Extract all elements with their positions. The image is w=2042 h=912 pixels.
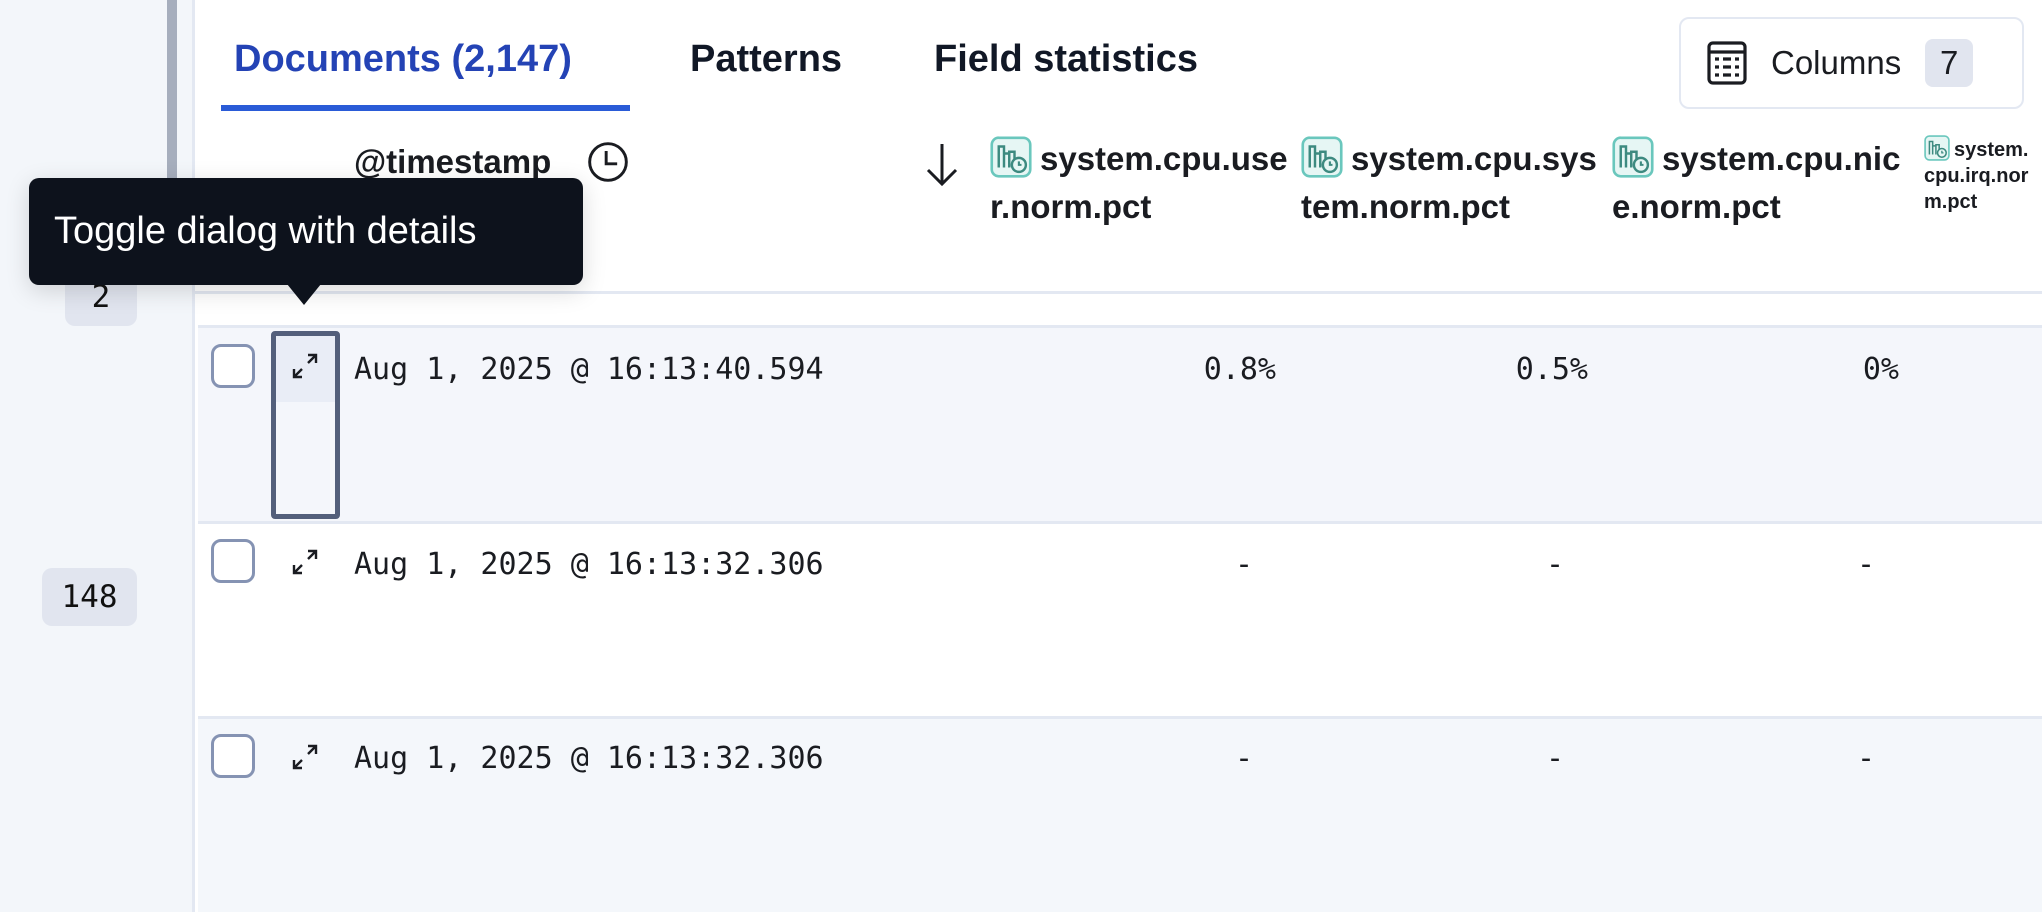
row-select-checkbox[interactable] — [211, 734, 255, 778]
columns-label: Columns — [1771, 44, 1902, 81]
table-row[interactable] — [198, 325, 2042, 521]
count-badge: 148 — [42, 568, 137, 626]
table-icon — [1703, 39, 1751, 87]
column-header-system-norm-pct[interactable]: system.cpu.system.norm.pct — [1301, 135, 1601, 231]
column-header-nice-norm-pct[interactable]: system.cpu.nice.norm.pct — [1612, 135, 1912, 231]
sort-arrow-down-icon[interactable] — [922, 140, 962, 193]
number-field-icon — [990, 136, 1032, 178]
tooltip: Toggle dialog with details — [29, 178, 583, 285]
active-tab-indicator — [221, 105, 630, 111]
timestamp-header-label: @timestamp — [354, 143, 552, 180]
row-select-checkbox[interactable] — [211, 539, 255, 583]
timestamp-cell: Aug 1, 2025 @ 16:13:40.594 — [354, 352, 824, 387]
cell-nice-norm-pct: 0% — [1862, 352, 1899, 387]
expand-icon[interactable] — [289, 546, 321, 583]
column-header-label: system.cpu.user.norm.pct — [990, 140, 1288, 225]
clock-icon — [586, 140, 630, 189]
number-field-icon — [1924, 135, 1950, 161]
cell-user-norm-pct: - — [1234, 547, 1254, 582]
tooltip-arrow — [287, 284, 321, 305]
number-field-icon — [1301, 136, 1343, 178]
cell-system-norm-pct: 0.5% — [1515, 352, 1588, 387]
columns-button[interactable]: Columns 7 — [1679, 17, 2024, 109]
cell-user-norm-pct: 0.8% — [1203, 352, 1276, 387]
header-divider — [195, 291, 2042, 294]
left-panel — [0, 0, 195, 912]
cell-system-norm-pct: - — [1545, 741, 1565, 776]
tooltip-text: Toggle dialog with details — [54, 210, 477, 252]
column-header-user-norm-pct[interactable]: system.cpu.user.norm.pct — [990, 135, 1290, 231]
tab-field-statistics[interactable]: Field statistics — [934, 38, 1198, 80]
number-field-icon — [1612, 136, 1654, 178]
tab-documents[interactable]: Documents (2,147) — [234, 38, 572, 80]
cell-user-norm-pct: - — [1234, 741, 1254, 776]
cell-system-norm-pct: - — [1545, 547, 1565, 582]
table-row[interactable] — [198, 716, 2042, 912]
tab-patterns[interactable]: Patterns — [690, 38, 843, 80]
row-select-checkbox[interactable] — [211, 344, 255, 388]
column-header-label: system.cpu.nice.norm.pct — [1612, 140, 1901, 225]
column-header-label: system.cpu.irq.norm.pct — [1924, 139, 2029, 213]
expand-icon[interactable] — [289, 350, 321, 387]
timestamp-cell: Aug 1, 2025 @ 16:13:32.306 — [354, 741, 824, 776]
columns-count-badge: 7 — [1925, 39, 1974, 87]
cell-nice-norm-pct: - — [1856, 741, 1876, 776]
column-header-label: system.cpu.system.norm.pct — [1301, 140, 1597, 225]
timestamp-cell: Aug 1, 2025 @ 16:13:32.306 — [354, 547, 824, 582]
timestamp-column-header[interactable]: @timestamp — [354, 138, 551, 186]
expand-icon[interactable] — [289, 741, 321, 778]
expand-button-focus-ring — [271, 331, 340, 519]
table-row[interactable] — [198, 521, 2042, 716]
column-header-irq-norm-pct[interactable]: system.cpu.irq.norm.pct — [1924, 135, 2036, 215]
scrollbar[interactable] — [167, 0, 177, 183]
expand-button-highlight — [276, 336, 335, 402]
cell-nice-norm-pct: - — [1856, 547, 1876, 582]
